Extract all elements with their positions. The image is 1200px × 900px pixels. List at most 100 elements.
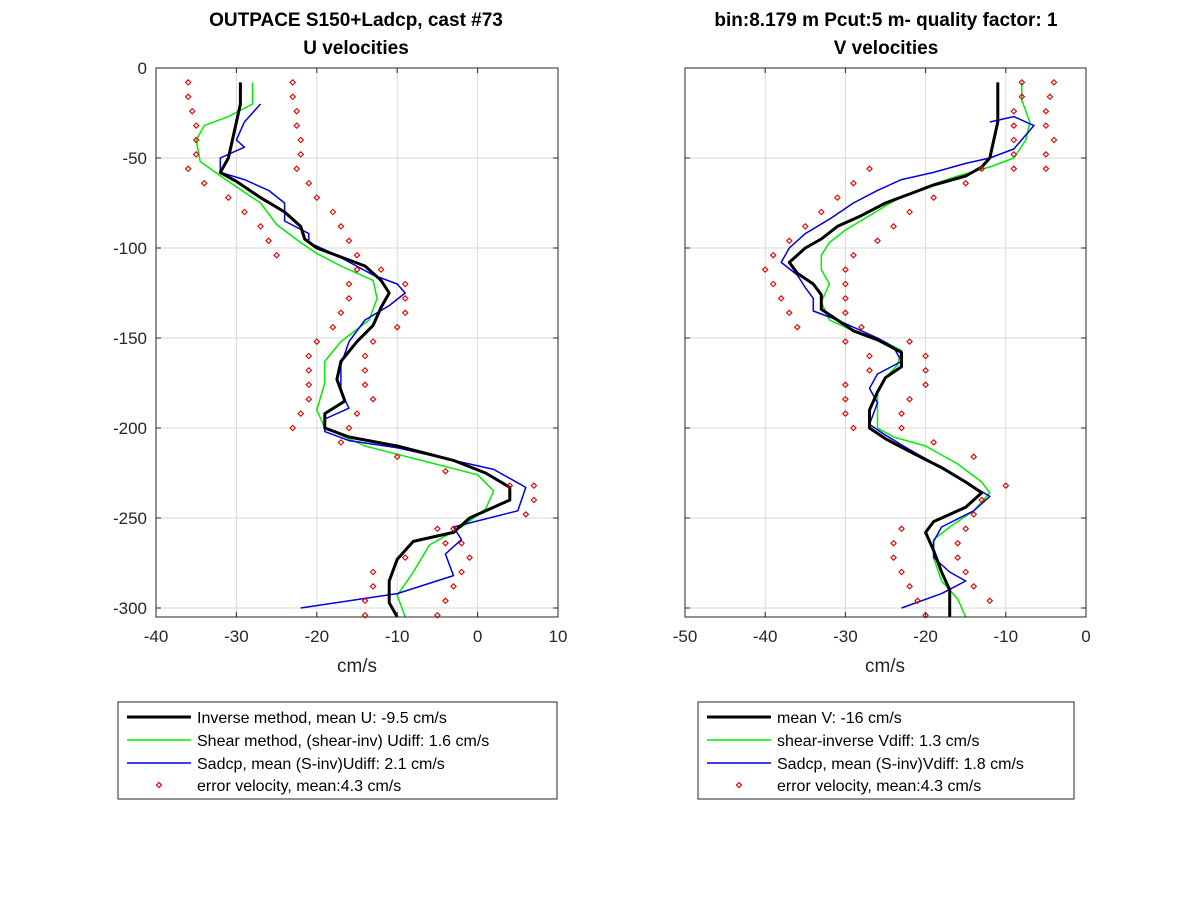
v-error-point [850, 424, 857, 432]
u-error-point [353, 251, 361, 259]
u-error-point [530, 496, 538, 504]
u-error-point [458, 568, 465, 576]
u-error-point [401, 554, 409, 561]
u-inverse-series-line [218, 82, 512, 618]
v-error-point [922, 611, 929, 619]
u-legend-inverse-label: Inverse method, mean U: -9.5 cm/s [197, 710, 447, 727]
v-legend-inverse-label: mean V: -16 cm/s [777, 710, 902, 727]
u-error-point [345, 280, 353, 288]
v-error-point [914, 597, 921, 605]
v-error-point [890, 554, 897, 561]
u-y-tick-label: -50 [122, 149, 147, 168]
u-y-tick-label: -250 [113, 509, 147, 528]
u-chart: OUTPACE S150+Ladcp, cast #73 U velocitie… [113, 10, 568, 800]
u-error-point [442, 467, 449, 475]
u-legend-shear-label: Shear method, (shear-inv) Udiff: 1.6 cm/… [197, 733, 489, 750]
v-error-point [858, 323, 865, 331]
v-error-point [1002, 482, 1010, 489]
v-error-point [922, 381, 929, 389]
u-error-point [188, 107, 196, 115]
v-chart-subtitle: V velocities [834, 38, 939, 59]
v-error-point [850, 251, 857, 259]
v-error-point [986, 597, 994, 605]
u-y-tick-label: 0 [138, 59, 147, 78]
v-legend: mean V: -16 cm/s shear-inverse Vdiff: 1.… [697, 701, 1075, 800]
v-error-point [817, 208, 825, 216]
v-error-point [1018, 93, 1026, 101]
u-error-point [369, 568, 377, 576]
v-error-point [769, 251, 777, 259]
v-error-point [850, 179, 857, 187]
u-error-point [345, 295, 353, 302]
u-error-point [293, 107, 301, 115]
v-error-point [978, 496, 986, 504]
v-error-point [842, 266, 849, 273]
v-axes-box [684, 67, 1087, 618]
v-error-point [1042, 122, 1050, 129]
v-error-point [898, 568, 905, 576]
u-error-point [530, 482, 538, 489]
u-error-point [393, 323, 401, 331]
v-error-point [922, 352, 929, 360]
v-x-axis-label: cm/s [865, 656, 905, 677]
u-sadcp-series-line [219, 103, 527, 609]
u-error-point [369, 338, 377, 345]
v-chart: bin:8.179 m Pcut:5 m- quality factor: 1 … [673, 10, 1091, 800]
v-x-tick-label: -10 [994, 627, 1019, 646]
u-x-tick-label: 10 [549, 627, 568, 646]
u-legend-sadcp-label: Sadcp, mean (S-inv)Udiff: 2.1 cm/s [197, 756, 445, 773]
u-error-point [337, 309, 345, 317]
u-error-point [466, 554, 473, 561]
u-error-point [353, 410, 361, 417]
u-error-point [224, 194, 232, 201]
v-error-point [1042, 165, 1050, 173]
v-error-point [769, 280, 777, 288]
u-error-point [305, 179, 313, 187]
u-error-point [450, 583, 457, 590]
u-axes-box [155, 67, 559, 618]
u-x-axis-label: cm/s [337, 656, 377, 677]
u-error-point [273, 251, 280, 259]
v-inverse-series-line [787, 82, 1000, 617]
u-error-point [184, 93, 192, 101]
v-error-point [906, 338, 913, 345]
u-chart-title: OUTPACE S150+Ladcp, cast #73 [209, 10, 503, 31]
u-error-point [361, 367, 369, 374]
u-error-point [265, 237, 272, 245]
v-error-point [906, 583, 913, 590]
v-error-point [970, 453, 978, 461]
v-error-point [1050, 136, 1058, 144]
u-y-tick-label: -300 [113, 599, 147, 618]
v-error-point [1010, 151, 1018, 158]
u-chart-subtitle: U velocities [303, 38, 409, 59]
u-x-tick-label: -20 [305, 627, 330, 646]
u-error-point [297, 151, 305, 158]
v-error-point [801, 223, 809, 230]
v-legend-sadcp-label: Sadcp, mean (S-inv)Vdiff: 1.8 cm/s [777, 756, 1024, 773]
v-error-point [842, 295, 849, 302]
u-error-point [184, 79, 192, 86]
v-error-point [842, 280, 849, 288]
v-x-tick-label: -30 [833, 627, 858, 646]
u-legend-box [117, 701, 558, 800]
u-legend: Inverse method, mean U: -9.5 cm/s Shear … [117, 701, 558, 800]
v-error-point [890, 539, 897, 547]
u-x-tick-label: 0 [473, 627, 482, 646]
u-error-point [293, 165, 301, 173]
v-x-tick-label: -50 [673, 627, 698, 646]
v-error-point [777, 295, 785, 302]
u-error-point [401, 295, 409, 302]
u-error-point [192, 122, 200, 129]
v-chart-title: bin:8.179 m Pcut:5 m- quality factor: 1 [714, 10, 1058, 31]
u-error-point [337, 223, 345, 230]
u-error-point [361, 611, 369, 619]
v-error-point [785, 237, 793, 245]
v-error-point [930, 194, 937, 201]
u-error-point [192, 151, 200, 158]
u-error-point [345, 237, 353, 245]
u-grid [156, 68, 558, 617]
u-error-point [241, 208, 248, 216]
u-error-point [329, 208, 337, 216]
v-error-point [793, 323, 801, 331]
